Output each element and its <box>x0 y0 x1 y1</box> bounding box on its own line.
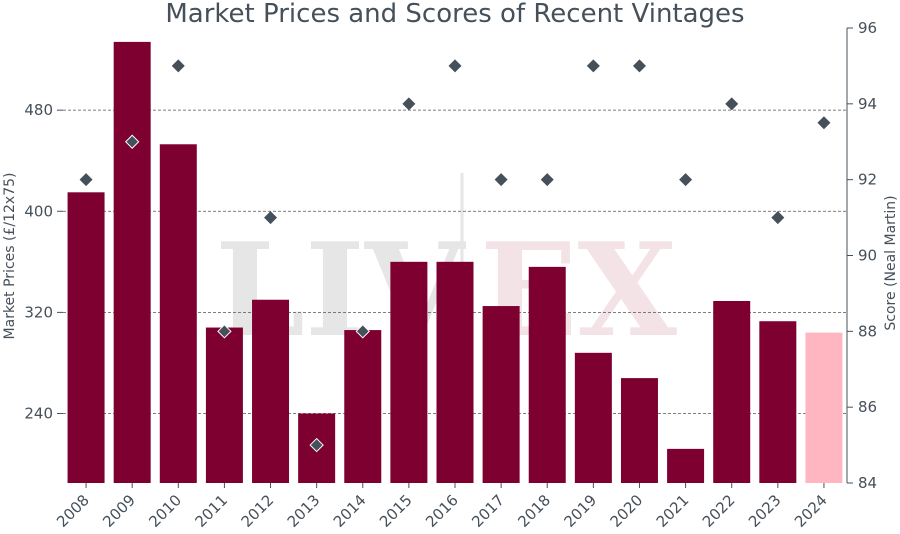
score-marker-2017 <box>494 173 508 187</box>
right-tick-label: 92 <box>858 171 877 189</box>
x-tick-label: 2016 <box>422 491 462 531</box>
bar-2012 <box>252 299 290 483</box>
bars <box>67 41 843 484</box>
bar-2010 <box>159 144 197 483</box>
bar-2011 <box>205 327 243 483</box>
score-marker-2022 <box>725 97 739 111</box>
left-axis-ticks: 240 320 400 480 <box>24 101 63 422</box>
x-tick-label: 2013 <box>284 491 324 531</box>
bar-2017 <box>482 306 520 483</box>
bar-2019 <box>574 352 612 483</box>
left-tick-label: 240 <box>24 404 53 422</box>
x-tick-label: 2015 <box>376 491 416 531</box>
left-tick-label: 400 <box>24 202 53 220</box>
right-tick-label: 84 <box>858 474 877 492</box>
x-tick-label: 2024 <box>791 491 831 531</box>
x-tick-label: 2011 <box>192 491 232 531</box>
x-axis-ticks: 2008 2009 2010 2011 2012 2013 2014 2015 2016 2017… <box>53 483 831 531</box>
bar-2022 <box>713 301 751 483</box>
y2-axis-label: Score (Neal Martin) <box>883 195 899 330</box>
x-tick-label: 2012 <box>238 491 278 531</box>
x-tick-label: 2010 <box>145 491 185 531</box>
score-marker-2012 <box>264 211 278 225</box>
x-tick-label: 2023 <box>745 491 785 531</box>
score-marker-2023 <box>771 211 785 225</box>
right-tick-label: 90 <box>858 247 877 265</box>
y-axis-label: Market Prices (£/12x75) <box>2 173 18 340</box>
score-marker-2020 <box>632 59 646 73</box>
score-marker-2009 <box>124 134 140 149</box>
left-tick-label: 320 <box>24 303 53 321</box>
bar-2008 <box>67 192 105 484</box>
x-tick-label: 2019 <box>560 491 600 531</box>
right-tick-label: 86 <box>858 398 877 416</box>
x-tick-label: 2008 <box>53 491 93 531</box>
score-marker-2021 <box>679 173 693 187</box>
x-tick-label: 2020 <box>607 491 647 531</box>
score-marker-2014 <box>355 324 370 339</box>
bar-2021 <box>667 448 705 483</box>
score-markers <box>79 59 831 453</box>
bar-2015 <box>390 261 428 483</box>
score-marker-2008 <box>79 173 93 187</box>
x-tick-label: 2018 <box>514 491 554 531</box>
left-tick-label: 480 <box>24 101 53 119</box>
x-tick-label: 2021 <box>653 491 693 531</box>
bar-2020 <box>620 378 658 483</box>
score-marker-2019 <box>586 59 600 73</box>
bar-2024 <box>805 332 843 483</box>
bar-2016 <box>436 261 474 483</box>
bar-2023 <box>759 321 797 483</box>
x-tick-label: 2017 <box>468 491 508 531</box>
right-tick-label: 94 <box>858 95 877 113</box>
score-marker-2018 <box>540 173 554 187</box>
right-tick-label: 88 <box>858 322 877 340</box>
score-marker-2010 <box>171 59 185 73</box>
score-marker-2013 <box>309 437 324 453</box>
x-tick-label: 2009 <box>99 491 139 531</box>
bar-2014 <box>344 330 382 483</box>
x-tick-label: 2022 <box>699 491 739 531</box>
right-axis: 84 86 88 90 92 94 96 <box>846 19 877 492</box>
chart-title: Market Prices and Scores of Recent Vinta… <box>165 0 744 29</box>
score-marker-2016 <box>448 59 462 73</box>
score-marker-2011 <box>217 324 232 339</box>
x-tick-label: 2014 <box>330 491 370 531</box>
bar-2018 <box>528 266 566 483</box>
right-tick-label: 96 <box>858 19 877 37</box>
score-marker-2024 <box>817 116 831 130</box>
bar-2009 <box>113 41 151 484</box>
score-marker-2015 <box>402 97 416 111</box>
